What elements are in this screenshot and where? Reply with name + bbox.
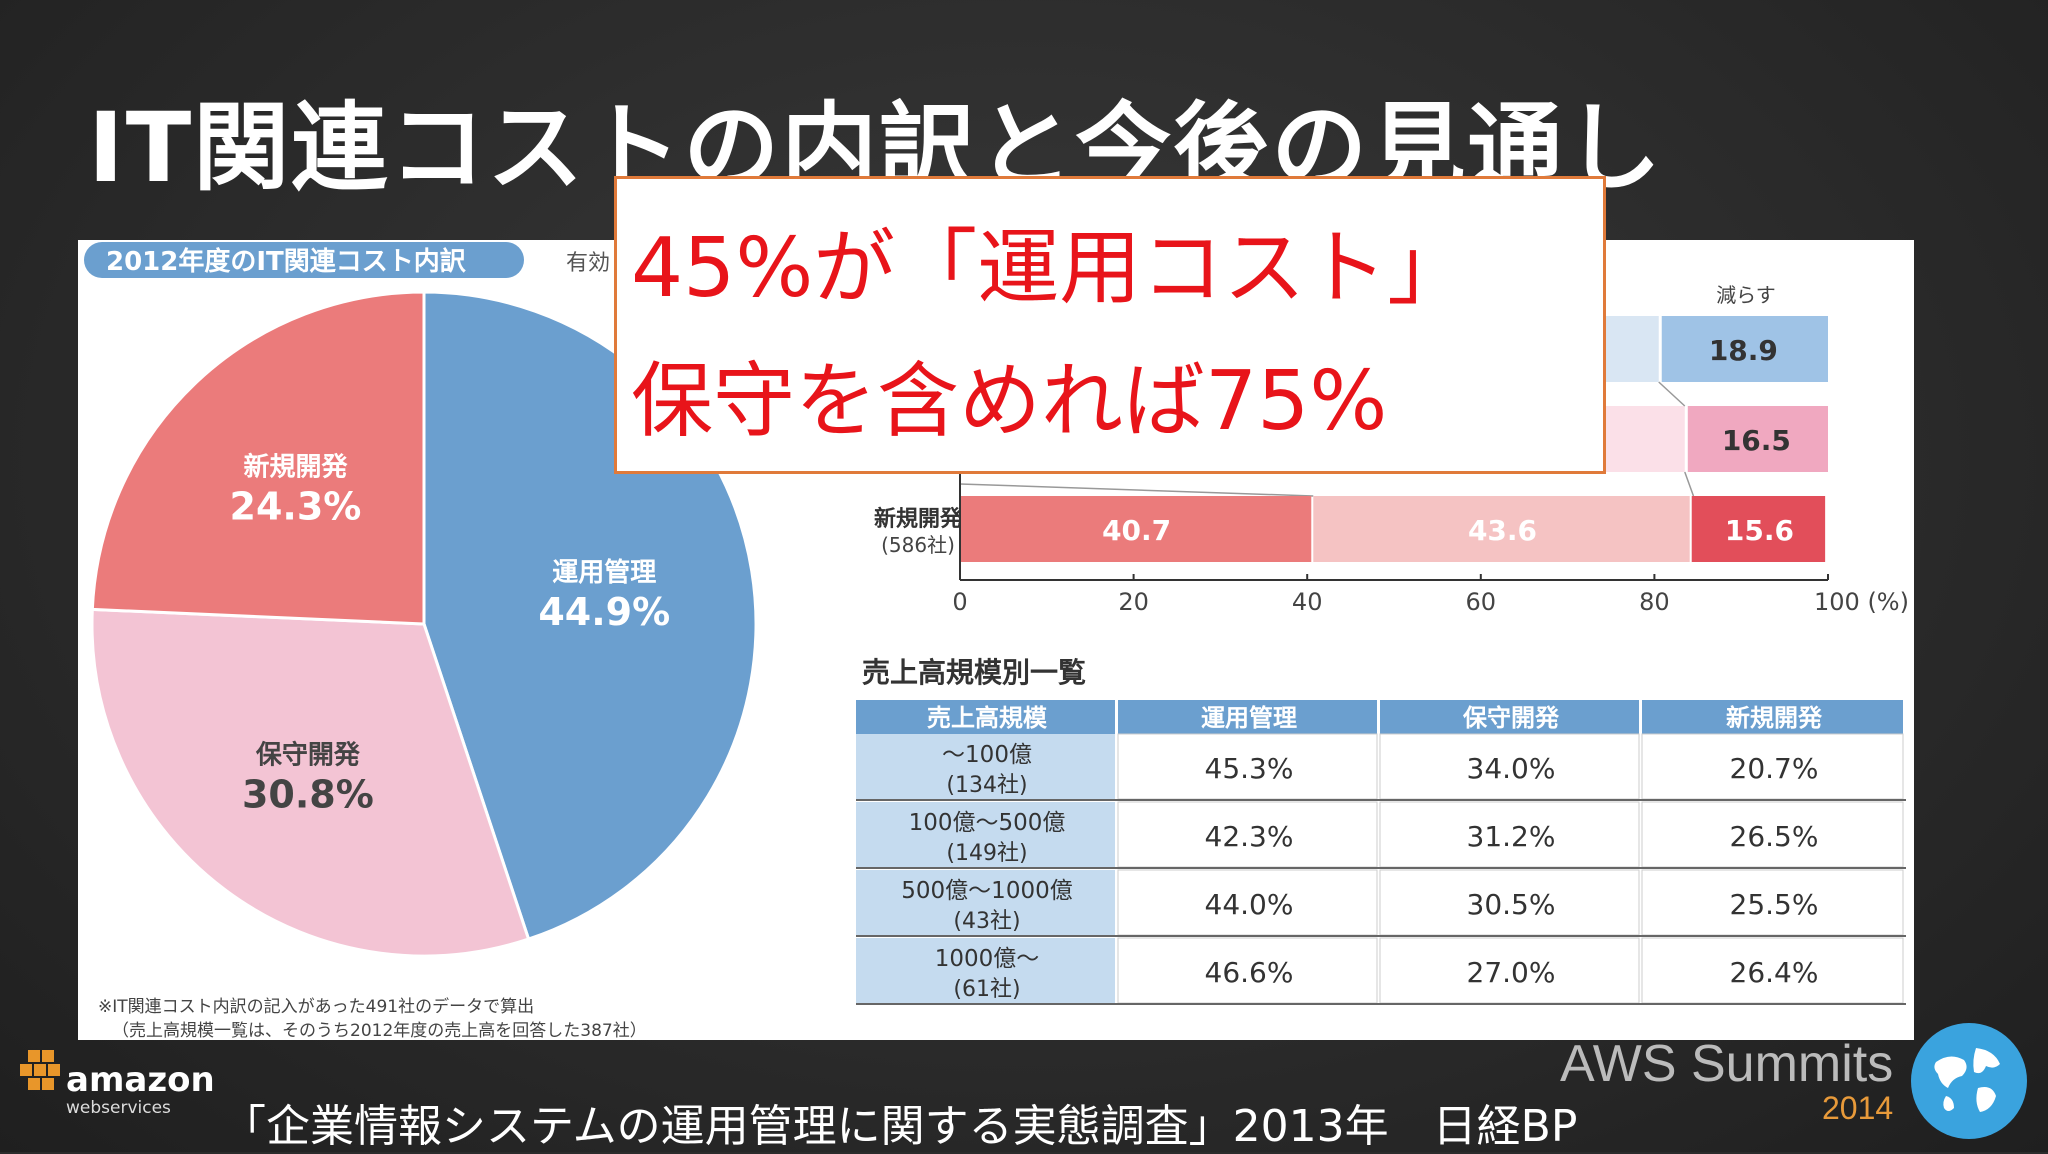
table-cell	[1379, 869, 1640, 936]
table-cell	[1641, 937, 1904, 1004]
bar-value-label: 15.6	[1725, 514, 1794, 547]
table-header-label: 保守開発	[1462, 704, 1560, 732]
pie-slice	[90, 607, 531, 958]
table-count-label: (149社)	[946, 841, 1027, 866]
table-cell-value: 25.5%	[1730, 888, 1819, 921]
table-header-cell	[1642, 700, 1903, 734]
bar-x-tick-label: 60	[1466, 588, 1497, 616]
bar-segment	[1687, 406, 1828, 472]
pie-title: 2012年度のIT関連コスト内訳	[106, 246, 467, 277]
table-cell-value: 44.0%	[1205, 888, 1294, 921]
bar-segment	[960, 496, 1312, 562]
table-header-label: 新規開発	[1726, 704, 1823, 732]
globe-icon	[1911, 1023, 2027, 1139]
aws-logo: amazon webservices	[14, 1046, 215, 1118]
table-header-cell	[1380, 700, 1639, 734]
aws-cubes-icon	[20, 1050, 60, 1090]
table-cell	[1117, 869, 1378, 936]
pie-slice-value: 24.3%	[230, 485, 362, 529]
table-size-label: 1000億～	[935, 946, 1040, 972]
table-cell-value: 20.7%	[1730, 752, 1819, 785]
pie-slice-value: 44.9%	[538, 590, 670, 634]
bar-connector	[959, 483, 1314, 497]
table-header-label: 売上高規模	[927, 704, 1048, 732]
bar-segment	[1313, 496, 1690, 562]
bar-category-label: 新規開発	[874, 506, 963, 532]
table-count-label: (61社)	[953, 977, 1020, 1002]
table-cell-value: 31.2%	[1467, 820, 1556, 853]
callout-line-2: 保守を含めれば75%	[631, 354, 1388, 449]
callout-box: 45%が「運用コスト」 保守を含めれば75%	[614, 176, 1606, 474]
table-header-cell	[856, 700, 1115, 734]
bar-segment	[1661, 316, 1828, 382]
table-size-cell	[856, 734, 1115, 799]
bar-x-tick-label: 0	[952, 588, 967, 616]
aws-summits-text: AWS Summits	[1560, 1035, 1894, 1093]
bar-x-tick-label: 20	[1118, 588, 1149, 616]
table-cell-value: 27.0%	[1467, 956, 1556, 989]
table-cell	[1117, 937, 1378, 1004]
pie-slice-label: 新規開発	[243, 452, 348, 483]
table-cell-value: 46.6%	[1205, 956, 1294, 989]
bar-value-label: 43.6	[1468, 514, 1537, 547]
pie-title-pill	[84, 242, 524, 278]
bar-value-label: 18.9	[1709, 334, 1778, 367]
bar-category-sub: (586社)	[881, 533, 955, 557]
table-cell	[1379, 937, 1640, 1004]
bar-x-tick-label: 80	[1639, 588, 1670, 616]
bar-legend-reduce: 減らす	[1716, 283, 1776, 307]
aws-logo-text: amazon	[66, 1060, 215, 1100]
table-cell	[1117, 801, 1378, 868]
table-cell-value: 26.4%	[1730, 956, 1819, 989]
pie-slice-label: 運用管理	[552, 558, 656, 588]
table-cell-value: 45.3%	[1205, 752, 1294, 785]
table-cell	[1641, 869, 1904, 936]
table-size-label: ～100億	[942, 742, 1032, 768]
pie-note: （売上高規模一覧は、そのうち2012年度の売上高を回答した387社）	[112, 1021, 647, 1040]
table-size-cell	[856, 938, 1115, 1003]
bar-x-tick-label: 40	[1292, 588, 1323, 616]
table-size-cell	[856, 802, 1115, 867]
table-size-label: 100億～500億	[909, 810, 1066, 836]
bar-connector	[1684, 471, 1695, 497]
table-count-label: (134社)	[946, 773, 1027, 798]
table-cell-value: 30.5%	[1467, 888, 1556, 921]
table-cell	[1641, 733, 1904, 800]
pie-slice	[90, 290, 426, 626]
table-size-cell	[856, 870, 1115, 935]
bar-segment	[1691, 496, 1826, 562]
callout-line-1: 45%が「運用コスト」	[631, 221, 1470, 316]
bar-value-label: 16.5	[1722, 424, 1791, 457]
table-header-label: 運用管理	[1201, 704, 1297, 732]
table-size-label: 500億～1000億	[901, 878, 1072, 904]
pie-slice-value: 30.8%	[242, 773, 374, 817]
table-cell-value: 34.0%	[1467, 752, 1556, 785]
table-header-cell	[1118, 700, 1377, 734]
bar-x-tick-label: 100 (%)	[1814, 588, 1909, 616]
table-title: 売上高規模別一覧	[862, 656, 1086, 689]
pie-note: ※IT関連コスト内訳の記入があった491社のデータで算出	[98, 996, 534, 1017]
pie-slice-label: 保守開発	[255, 740, 361, 771]
table-cell	[1379, 733, 1640, 800]
bar-value-label: 40.7	[1102, 514, 1171, 547]
bar-connector	[1658, 381, 1686, 407]
pie-title-suffix: 有効	[566, 251, 610, 276]
table-count-label: (43社)	[953, 909, 1020, 934]
table-cell-value: 26.5%	[1730, 820, 1819, 853]
aws-logo-subtext: webservices	[66, 1098, 171, 1118]
table-cell-value: 42.3%	[1205, 820, 1294, 853]
table-cell	[1379, 801, 1640, 868]
source-citation: 「企業情報システムの運用管理に関する実態調査」2013年 日経BP	[222, 1101, 1578, 1152]
aws-summits-year: 2014	[1822, 1090, 1894, 1126]
